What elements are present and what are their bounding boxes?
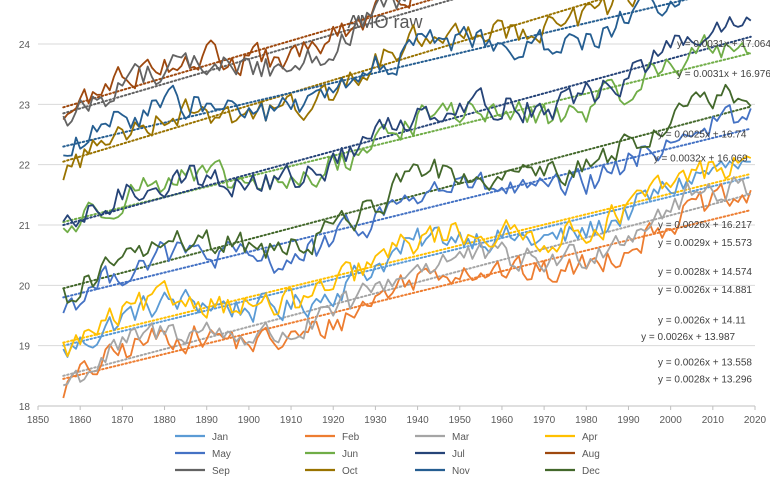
trend-equation: y = 0.0029x + 15.573 [658, 238, 752, 249]
x-tick-label: 1970 [533, 415, 556, 426]
series-lines [62, 0, 752, 399]
x-tick-label: 1850 [27, 415, 50, 426]
trend-equation: y = 0.0028x + 13.296 [658, 374, 752, 385]
x-tick-label: 1930 [364, 415, 387, 426]
legend-label-dec: Dec [582, 466, 600, 477]
x-tick-label: 1870 [111, 415, 134, 426]
trend-equation: y = 0.0026x + 14.881 [658, 285, 752, 296]
x-tick-label: 1950 [449, 415, 472, 426]
trend-equation: y = 0.0025x + 16.74 [658, 130, 747, 141]
series-line-sep [62, 0, 407, 127]
trendline-apr [62, 172, 752, 344]
trendline-sep [62, 0, 455, 115]
y-tick-label: 24 [19, 40, 31, 51]
series-line-dec [62, 83, 752, 304]
series-line-aug [62, 0, 412, 121]
x-tick-label: 1980 [575, 415, 598, 426]
series-line-apr [62, 155, 752, 358]
series-line-jun [62, 34, 752, 234]
y-tick-label: 21 [19, 221, 31, 232]
trend-equation: y = 0.0032x + 16.069 [654, 154, 748, 165]
y-tick-label: 23 [19, 100, 31, 111]
trend-equation: y = 0.0026x + 13.558 [658, 358, 752, 369]
legend-label-jan: Jan [212, 432, 228, 443]
legend-label-nov: Nov [452, 466, 470, 477]
trend-equation: y = 0.0028x + 14.574 [658, 267, 752, 278]
trendline-jan [62, 175, 752, 347]
trend-equations: y = 0.0031x + 17.064 y = 0.0031x + 16.976… [641, 39, 770, 385]
x-tick-label: 1990 [617, 415, 640, 426]
series-line-mar [62, 176, 751, 387]
x-tick-label: 1900 [238, 415, 261, 426]
x-tick-label: 1880 [153, 415, 176, 426]
x-tick-label: 2020 [744, 415, 767, 426]
legend-label-oct: Oct [342, 466, 358, 477]
series-line-oct [62, 0, 637, 181]
trend-equation: y = 0.0026x + 13.987 [641, 332, 735, 343]
legend-label-jun: Jun [342, 449, 358, 460]
trendline-feb [62, 209, 752, 380]
series-line-feb [62, 183, 752, 399]
y-tick-label: 22 [19, 161, 31, 172]
trend-equation: y = 0.0026x + 16.217 [658, 220, 752, 231]
trend-equation: y = 0.0031x + 17.064 [677, 39, 770, 50]
legend-label-mar: Mar [452, 432, 470, 443]
x-tick-label: 1920 [322, 415, 345, 426]
series-line-jan [62, 160, 751, 358]
x-tick-label: 1960 [491, 415, 514, 426]
x-tick-label: 1910 [280, 415, 303, 426]
y-tick-label: 19 [19, 342, 31, 353]
legend-label-sep: Sep [212, 466, 230, 477]
trendline-may [62, 127, 752, 299]
x-axis-ticks: 1850 1860 1870 1880 1890 1900 1910 1920 1930 1940… [27, 406, 767, 426]
trendline-oct [62, 0, 602, 163]
y-tick-label: 20 [19, 281, 31, 292]
trend-equation: y = 0.0031x + 16.976 [677, 69, 770, 80]
series-line-nov [63, 0, 682, 157]
x-tick-label: 1890 [196, 415, 219, 426]
x-tick-label: 2010 [702, 415, 725, 426]
trendline-jun [62, 52, 752, 223]
x-tick-label: 1860 [69, 415, 92, 426]
legend-label-may: May [212, 449, 231, 460]
series-line-may [62, 104, 752, 314]
legend: Jan Feb Mar Apr May Jun Jul Aug Sep Oct Nov Dec [175, 432, 600, 477]
y-tick-label: 18 [19, 402, 31, 413]
legend-label-jul: Jul [452, 449, 465, 460]
x-tick-label: 2000 [660, 415, 683, 426]
legend-label-apr: Apr [582, 432, 598, 443]
series-line-jul [62, 16, 752, 228]
legend-label-aug: Aug [582, 449, 600, 460]
x-tick-label: 1940 [406, 415, 429, 426]
trend-equation: y = 0.0026x + 14.11 [658, 315, 746, 326]
y-axis-ticks: 18 19 20 21 22 23 24 [19, 40, 31, 413]
legend-label-feb: Feb [342, 432, 360, 443]
